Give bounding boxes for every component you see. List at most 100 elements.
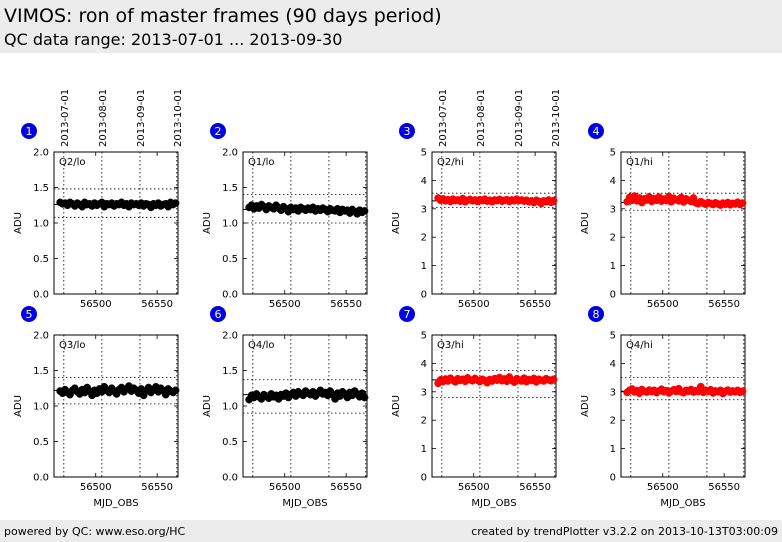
panel-number: 4 xyxy=(593,125,600,138)
panel-number-badge xyxy=(399,306,415,322)
panel-number: 1 xyxy=(26,125,33,138)
data-point xyxy=(171,386,180,395)
panel-number-badge xyxy=(588,306,604,322)
panel-label: Q2/lo xyxy=(59,157,86,168)
x-axis-label: MJD_OBS xyxy=(282,498,327,509)
plot-area xyxy=(620,151,746,295)
x-tick-label: 56500 xyxy=(269,299,301,310)
y-tick-label: 1.0 xyxy=(222,402,238,413)
data-point xyxy=(549,375,558,384)
y-tick-label: 2 xyxy=(421,416,427,427)
y-tick-label: 3 xyxy=(421,387,427,398)
y-tick-label: 0.5 xyxy=(222,437,238,448)
panel-label: Q2/hi xyxy=(437,157,464,168)
panel-number: 3 xyxy=(404,125,411,138)
panel-label: Q3/hi xyxy=(437,340,464,351)
y-tick-label: 0.5 xyxy=(33,437,49,448)
y-tick-label: 0 xyxy=(610,290,616,301)
y-tick-label: 1.5 xyxy=(222,366,238,377)
x-tick-label: 56500 xyxy=(269,482,301,493)
panel-number: 8 xyxy=(593,308,600,321)
panel-number-badge xyxy=(210,306,226,322)
y-tick-label: 5 xyxy=(421,331,427,342)
y-tick-label: 4 xyxy=(421,359,427,370)
data-point xyxy=(738,387,747,396)
x-axis-label: MJD_OBS xyxy=(660,498,705,509)
y-axis-label: ADU xyxy=(13,395,24,417)
y-tick-label: 1.0 xyxy=(33,402,49,413)
page-title: VIMOS: ron of master frames (90 days per… xyxy=(4,5,442,27)
y-tick-label: 2 xyxy=(421,233,427,244)
y-axis-label: ADU xyxy=(391,212,402,234)
y-tick-label: 1.5 xyxy=(33,183,49,194)
y-tick-label: 0 xyxy=(421,473,427,484)
y-tick-label: 3 xyxy=(421,204,427,215)
y-axis-label: ADU xyxy=(580,212,591,234)
x-axis-label: MJD_OBS xyxy=(93,498,138,509)
y-tick-label: 0 xyxy=(610,473,616,484)
y-tick-label: 0.0 xyxy=(222,290,238,301)
date-label: 2013-08-01 xyxy=(476,89,487,147)
date-label: 2013-09-01 xyxy=(514,89,525,147)
panel-number-badge xyxy=(21,306,37,322)
panel-number-badge xyxy=(588,123,604,139)
x-tick-label: 56500 xyxy=(458,482,490,493)
panel-number: 2 xyxy=(215,125,222,138)
y-tick-label: 0.0 xyxy=(222,473,238,484)
panel-number-badge xyxy=(210,123,226,139)
x-tick-label: 56550 xyxy=(519,299,551,310)
x-tick-label: 56500 xyxy=(80,482,112,493)
y-tick-label: 2 xyxy=(610,233,616,244)
x-tick-label: 56550 xyxy=(330,482,362,493)
data-point xyxy=(360,393,369,402)
y-axis-label: ADU xyxy=(202,212,213,234)
date-label: 2013-10-01 xyxy=(173,89,184,147)
y-tick-label: 1 xyxy=(421,444,427,455)
panel-number-badge xyxy=(21,123,37,139)
y-tick-label: 5 xyxy=(421,148,427,159)
y-tick-label: 4 xyxy=(610,359,616,370)
y-axis-label: ADU xyxy=(202,395,213,417)
date-label: 2013-09-01 xyxy=(136,89,147,147)
x-axis-label: MJD_OBS xyxy=(471,498,516,509)
y-tick-label: 1.5 xyxy=(33,366,49,377)
panel-label: Q1/lo xyxy=(248,157,275,168)
y-tick-label: 1 xyxy=(610,261,616,272)
date-label: 2013-08-01 xyxy=(98,89,109,147)
plot-area xyxy=(53,334,179,478)
page-footer: powered by QC: www.eso.org/HC created by… xyxy=(0,520,782,542)
date-label: 2013-10-01 xyxy=(551,89,562,147)
x-tick-label: 56550 xyxy=(141,299,173,310)
plot-area xyxy=(431,151,557,295)
panel-number-badge xyxy=(399,123,415,139)
y-tick-label: 1.5 xyxy=(222,183,238,194)
plot-area xyxy=(242,334,368,478)
y-tick-label: 2.0 xyxy=(222,148,238,159)
y-tick-label: 2 xyxy=(610,416,616,427)
y-tick-label: 1 xyxy=(610,444,616,455)
y-tick-label: 4 xyxy=(421,176,427,187)
data-point xyxy=(549,196,558,205)
y-axis-label: ADU xyxy=(391,395,402,417)
data-point xyxy=(738,199,747,207)
x-tick-label: 56500 xyxy=(458,299,490,310)
page-header: VIMOS: ron of master frames (90 days per… xyxy=(0,0,782,53)
y-tick-label: 5 xyxy=(610,331,616,342)
y-tick-label: 1.0 xyxy=(222,219,238,230)
panel-label: Q4/hi xyxy=(626,340,653,351)
x-tick-label: 56550 xyxy=(708,482,740,493)
y-tick-label: 0 xyxy=(421,290,427,301)
panel-number: 6 xyxy=(215,308,222,321)
panel-label: Q1/hi xyxy=(626,157,653,168)
date-label: 2013-07-01 xyxy=(438,89,449,147)
data-point xyxy=(360,207,369,215)
plot-area xyxy=(53,151,179,295)
x-tick-label: 56550 xyxy=(330,299,362,310)
x-tick-label: 56500 xyxy=(647,299,679,310)
y-tick-label: 2.0 xyxy=(33,148,49,159)
y-axis-label: ADU xyxy=(580,395,591,417)
panel-number: 5 xyxy=(26,308,33,321)
x-tick-label: 56550 xyxy=(708,299,740,310)
y-tick-label: 0.5 xyxy=(33,254,49,265)
